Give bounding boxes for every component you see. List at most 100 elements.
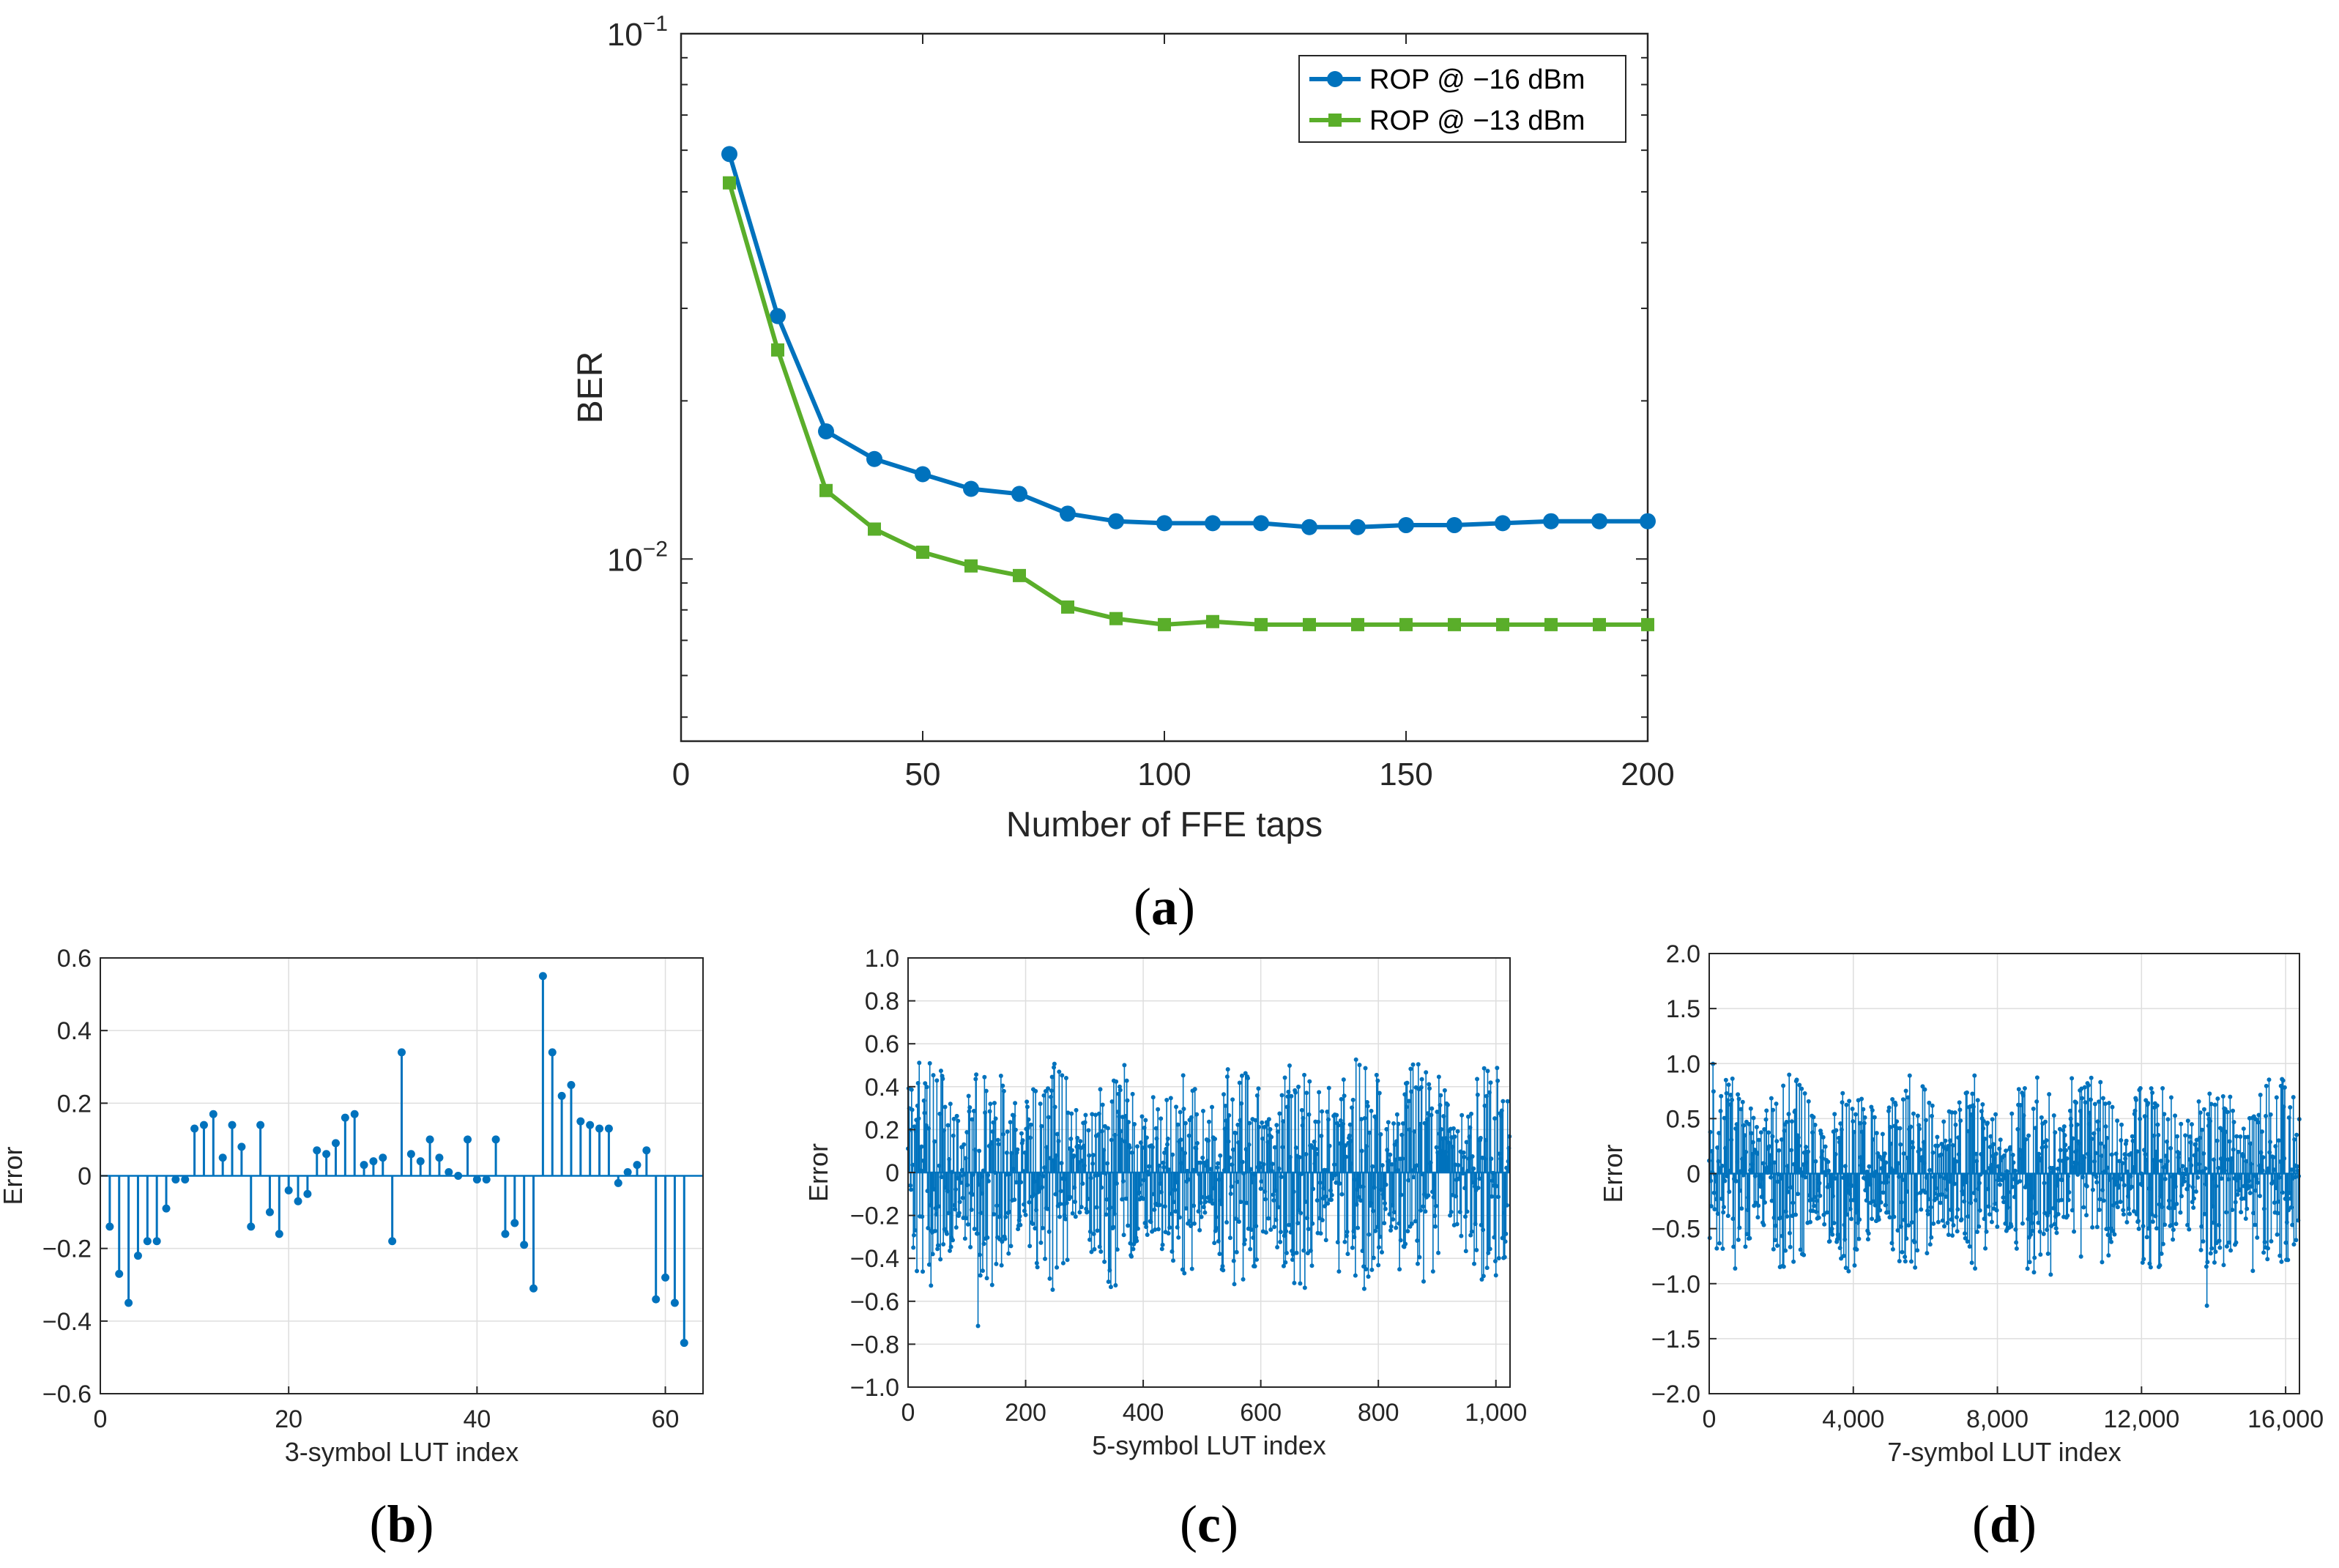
stem-marker [999,1263,1004,1268]
stem-marker [1464,1140,1469,1145]
stem-marker [2054,1230,2059,1236]
stem-marker [1958,1118,1963,1123]
stem-marker [2070,1136,2075,1141]
stem-marker [1104,1212,1109,1217]
stem-marker [2198,1247,2204,1252]
stem-marker [1931,1221,1936,1226]
stem-marker [661,1273,670,1282]
stem-marker [1850,1107,1855,1112]
stem-marker [2236,1149,2241,1154]
data-point-rop-13 [1206,614,1219,628]
stem-marker [1275,1129,1280,1134]
stem-marker [1243,1071,1248,1076]
stem-marker [1306,1227,1311,1232]
stem-marker [1383,1200,1388,1205]
stem-marker [1927,1242,1933,1247]
stem-marker [1091,1231,1096,1236]
stem-marker [1055,1265,1060,1270]
stem-marker [982,1074,987,1080]
stem-marker [1213,1214,1219,1219]
stem-marker [1380,1163,1385,1168]
stem-marker [2084,1213,2089,1218]
stem-marker [1276,1205,1281,1210]
stem-marker [1887,1215,1892,1220]
stem-marker [938,1257,943,1262]
stem-marker [1260,1120,1265,1125]
stem-marker [1339,1096,1344,1101]
stem-marker [1080,1181,1085,1186]
stem-marker [1866,1231,1871,1236]
stem-marker [576,1117,585,1126]
stem-marker [1423,1209,1428,1214]
stem-marker [1470,1153,1475,1159]
stem-marker [2208,1251,2213,1256]
stem-marker [1074,1107,1079,1112]
stem-marker [1242,1241,1247,1246]
stem-marker [1329,1192,1334,1197]
stem-marker [1325,1201,1331,1206]
stem-marker [1411,1175,1416,1180]
stem-marker [1027,1135,1033,1140]
stem-marker [1906,1223,1911,1228]
stem-marker [1118,1088,1123,1093]
stem-marker [1139,1114,1145,1119]
stem-marker [1421,1279,1426,1284]
stem-marker [1350,1245,1355,1250]
stem-marker [1917,1126,1922,1132]
stem-marker [1261,1162,1266,1167]
stem-marker [1375,1078,1380,1083]
stem-marker [520,1241,529,1249]
stem-marker [920,1214,925,1219]
stem-marker [1432,1214,1438,1219]
y-tick-label: 0 [885,1159,899,1187]
stem-marker [1228,1192,1233,1197]
stem-marker [2031,1270,2037,1275]
stem-marker [2038,1252,2043,1257]
stem-marker [548,1048,557,1057]
stem-marker [2041,1231,2046,1236]
stem-marker [1877,1154,1882,1159]
stem-marker [1266,1117,1271,1122]
stem-marker [1405,1229,1410,1234]
stem-marker [1492,1259,1498,1264]
stem-marker [181,1175,190,1184]
stem-marker [1293,1145,1298,1151]
stem-marker [1108,1285,1113,1290]
stem-marker [1406,1178,1411,1183]
stem-marker [1310,1221,1315,1226]
stem-marker [1984,1229,1989,1234]
stem-marker [1475,1077,1480,1082]
stem-marker [1191,1221,1197,1226]
stem-marker [586,1121,595,1129]
stem-marker [1476,1185,1481,1190]
stem-marker [1433,1203,1438,1208]
stem-marker [2234,1134,2239,1139]
stem-marker [2109,1239,2114,1244]
stem-marker [1001,1132,1006,1137]
stem-marker [1870,1216,1875,1222]
stem-marker [1314,1197,1320,1203]
stem-marker [2014,1246,2019,1251]
stem-marker [360,1161,368,1170]
stem-marker [1106,1279,1111,1285]
stem-marker [1003,1236,1008,1241]
stem-marker [1739,1206,1744,1211]
stem-marker [1117,1084,1122,1089]
stem-marker [1774,1243,1780,1248]
y-tick-label: −1.5 [1651,1326,1700,1353]
stem-marker [1989,1219,1994,1225]
y-tick-label: −2.0 [1651,1381,1700,1408]
stem-marker [1129,1254,1134,1259]
stem-marker [1223,1103,1228,1108]
stem-marker [1920,1084,1925,1089]
stem-marker [1087,1153,1092,1158]
panel-label-d: (d) [1972,1495,2037,1553]
stem-marker [1114,1181,1119,1186]
stem-marker [983,1088,989,1093]
stem-marker [256,1121,265,1129]
stem-marker [1854,1247,1859,1252]
stem-marker [1069,1111,1074,1116]
stem-marker [1724,1090,1729,1096]
stem-marker [1388,1227,1394,1233]
stem-marker [1796,1192,1801,1197]
